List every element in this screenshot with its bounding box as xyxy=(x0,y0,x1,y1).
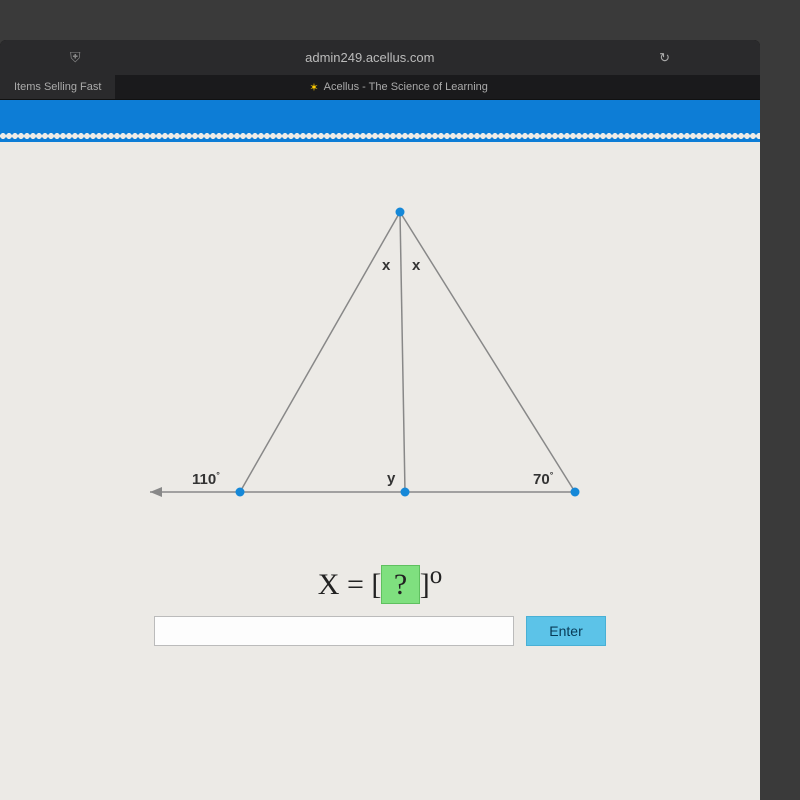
tab-bar: Items Selling Fast ✶ Acellus - The Scien… xyxy=(0,75,760,100)
tab-items-selling-fast[interactable]: Items Selling Fast xyxy=(0,75,115,99)
label-y: y xyxy=(387,470,395,487)
address-bar: ⛨ admin249.acellus.com ↻ xyxy=(0,40,760,75)
page-content: x x y 110° 70° X = [ ? ]o Enter xyxy=(0,142,760,800)
bracket-close: ] xyxy=(420,568,430,601)
degree-symbol: ° xyxy=(550,470,554,480)
answer-row: Enter xyxy=(30,616,730,646)
angle-value: 110 xyxy=(192,471,216,488)
label-70deg: 70° xyxy=(533,470,553,488)
shield-icon: ⛨ xyxy=(70,49,81,66)
url-text: admin249.acellus.com xyxy=(305,50,434,65)
label-x-right: x xyxy=(412,257,420,274)
enter-button[interactable]: Enter xyxy=(526,616,606,646)
vertex-left xyxy=(236,488,245,497)
question-text: X = [ ? ]o xyxy=(30,562,730,602)
angle-value: 70 xyxy=(533,471,550,488)
label-110deg: 110° xyxy=(192,470,220,488)
tab-label: Acellus - The Science of Learning xyxy=(324,81,488,93)
star-icon: ✶ xyxy=(309,81,318,94)
answer-placeholder-box: ? xyxy=(381,565,419,604)
blue-header-strip xyxy=(0,100,760,130)
triangle-diagram: x x y 110° 70° xyxy=(130,202,630,552)
answer-input[interactable] xyxy=(154,616,514,646)
bracket-open: [ xyxy=(371,568,381,601)
reload-icon[interactable]: ↻ xyxy=(659,50,670,66)
degree-sup: o xyxy=(430,562,443,589)
torn-edge xyxy=(0,130,760,142)
label-x-left: x xyxy=(382,257,390,274)
vertex-right xyxy=(571,488,580,497)
degree-symbol: ° xyxy=(216,470,220,480)
vertex-apex xyxy=(396,208,405,217)
tab-label: Items Selling Fast xyxy=(14,81,101,93)
tab-acellus[interactable]: ✶ Acellus - The Science of Learning xyxy=(295,75,502,99)
vertex-mid xyxy=(401,488,410,497)
diagram-svg xyxy=(130,202,630,552)
question-prefix: X = xyxy=(318,568,372,601)
